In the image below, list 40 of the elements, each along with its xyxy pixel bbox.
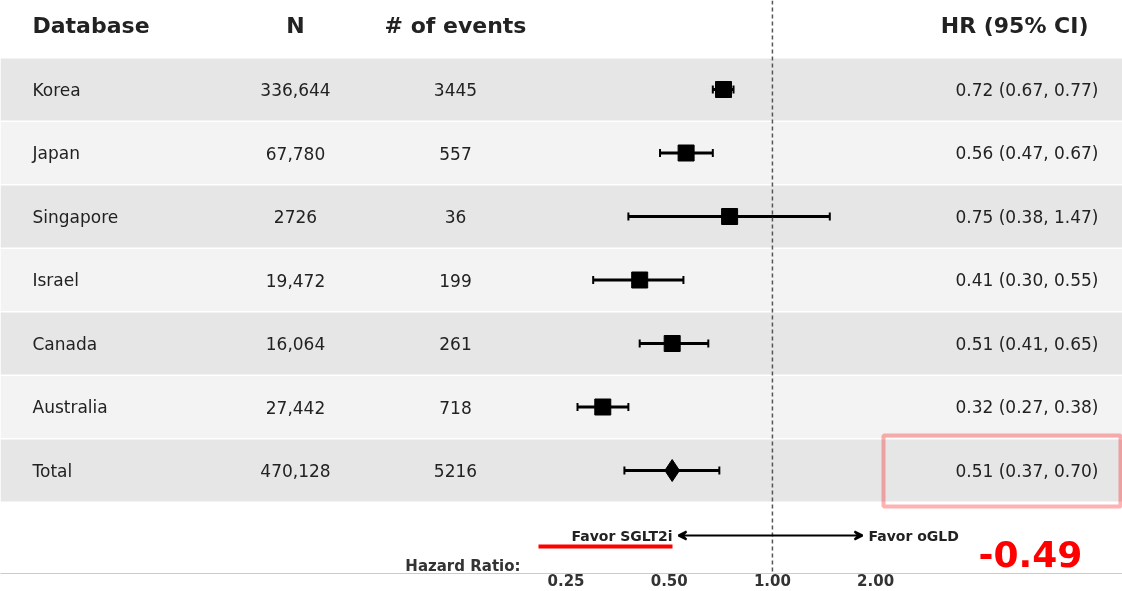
annotation: 36 <box>444 207 467 227</box>
annotation: 19,472 <box>265 270 326 291</box>
text: HR (95% CI) <box>940 13 1089 38</box>
annotation: 0.51 (0.41, 0.65) <box>955 333 1099 354</box>
annotation: 470,128 <box>260 461 331 481</box>
x-axis-title: Hazard Ratio: <box>405 556 521 575</box>
annotation: 0.51 (0.37, 0.70) <box>955 460 1099 481</box>
y-tick-label: Total <box>31 460 73 481</box>
annotation: 557 <box>439 143 472 164</box>
annotation: 0.32 (0.27, 0.38) <box>955 397 1099 417</box>
y-tick-label: Australia <box>32 397 108 417</box>
annotation: 67,780 <box>265 143 326 164</box>
annotation: 5216 <box>433 461 478 481</box>
annotation: 16,064 <box>265 334 326 354</box>
x-tick-label: 0.25 <box>547 571 585 590</box>
annotation: 718 <box>439 397 472 418</box>
x-tick-label: 0.50 <box>650 571 688 590</box>
y-tick-label: Korea <box>32 79 81 100</box>
y-tick-label: Israel <box>32 270 79 290</box>
text: -0.49 <box>978 533 1083 575</box>
annotation: 336,644 <box>260 80 331 100</box>
annotation: 0.75 (0.38, 1.47) <box>955 206 1099 227</box>
text: N <box>286 13 305 38</box>
annotation: 0.56 (0.47, 0.67) <box>955 143 1099 163</box>
annotation: 3445 <box>433 80 478 100</box>
annotation: 27,442 <box>265 397 326 418</box>
annotation: 0.41 (0.30, 0.55) <box>955 270 1099 290</box>
y-tick-label: Japan <box>31 143 80 163</box>
x-tick-label: 1.00 <box>753 571 791 590</box>
annotation: 2726 <box>273 207 318 227</box>
text: Favor SGLT2i <box>571 527 673 544</box>
annotation: 199 <box>439 270 472 291</box>
annotation: 261 <box>439 334 472 354</box>
text: Favor oGLD <box>868 527 959 544</box>
annotation: 0.72 (0.67, 0.77) <box>955 79 1099 100</box>
y-tick-label: Singapore <box>32 206 119 227</box>
y-tick-label: Canada <box>32 333 98 354</box>
text: # of events <box>384 13 527 38</box>
x-tick-label: 2.00 <box>857 571 895 590</box>
text: Database <box>32 13 150 38</box>
